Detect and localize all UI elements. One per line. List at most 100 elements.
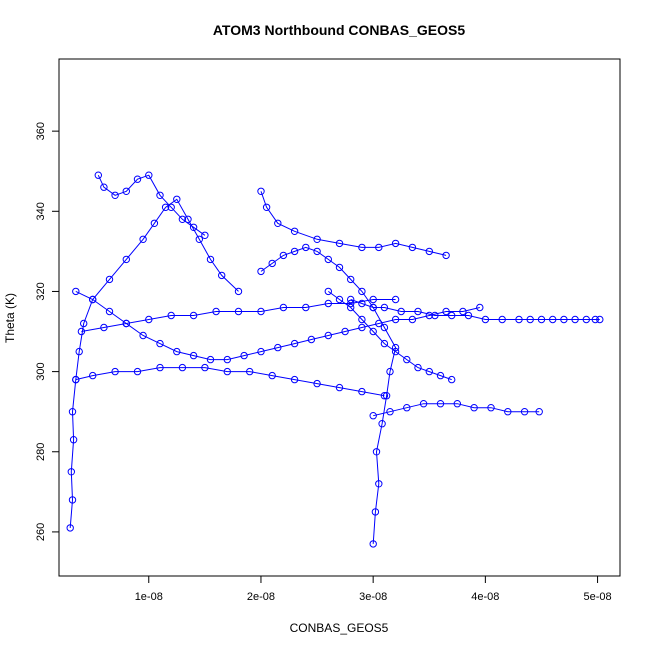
data-point — [358, 243, 366, 252]
series-5 — [94, 171, 209, 240]
data-point — [448, 311, 456, 320]
data-point — [397, 307, 405, 316]
series-line — [75, 367, 385, 397]
data-point — [66, 524, 74, 532]
data-point — [234, 307, 243, 316]
x-tick-label: 1e-08 — [135, 591, 163, 603]
data-point — [591, 315, 599, 324]
plot-frame — [58, 58, 621, 577]
data-point — [111, 191, 119, 200]
data-point — [133, 175, 142, 183]
data-point — [139, 235, 147, 244]
data-point — [201, 363, 209, 372]
series-line — [75, 290, 480, 361]
data-point — [560, 315, 568, 324]
data-point — [257, 307, 265, 316]
data-point — [122, 187, 131, 196]
data-point — [347, 303, 355, 312]
data-point — [419, 400, 428, 408]
x-tick-label: 4e-08 — [471, 591, 499, 603]
data-point — [358, 315, 366, 324]
data-point — [274, 219, 282, 228]
data-point — [526, 315, 534, 324]
x-tick-label: 5e-08 — [583, 591, 611, 603]
data-point — [369, 327, 377, 336]
data-point — [274, 343, 282, 352]
data-point — [201, 231, 209, 240]
data-point — [436, 371, 445, 380]
data-point — [375, 243, 383, 252]
data-point — [173, 347, 181, 356]
data-point — [262, 203, 271, 212]
series-1 — [257, 243, 400, 548]
data-point — [72, 287, 80, 296]
data-point — [448, 375, 456, 384]
series-0 — [66, 195, 243, 532]
data-point — [324, 331, 332, 340]
data-point — [425, 247, 433, 256]
data-point — [69, 436, 78, 444]
data-point — [133, 367, 142, 376]
data-point — [504, 408, 512, 416]
data-point — [442, 307, 450, 316]
data-point — [313, 247, 321, 256]
y-tick-label: 340 — [35, 202, 47, 220]
data-point — [290, 375, 299, 384]
data-point — [100, 183, 108, 191]
data-point — [324, 287, 332, 296]
series-line — [373, 403, 540, 417]
data-point — [206, 355, 215, 364]
data-point — [156, 191, 164, 200]
data-point — [391, 295, 400, 304]
data-point — [89, 371, 97, 380]
data-point — [156, 339, 164, 348]
data-point — [535, 408, 543, 416]
data-point — [358, 323, 366, 332]
data-point — [161, 203, 170, 212]
data-point — [313, 379, 321, 388]
data-point — [453, 400, 461, 408]
data-point — [537, 315, 546, 324]
data-point — [206, 255, 215, 264]
data-point — [470, 404, 478, 412]
data-point — [139, 331, 147, 340]
data-point — [89, 295, 97, 304]
y-axis-label: Theta (K) — [3, 293, 17, 343]
data-point — [268, 371, 276, 380]
data-point — [150, 219, 159, 228]
data-point — [279, 303, 288, 312]
data-point — [189, 223, 198, 232]
data-point — [246, 367, 254, 376]
data-point — [68, 408, 77, 416]
series-7 — [77, 295, 400, 336]
data-point — [347, 275, 355, 284]
data-point — [290, 339, 299, 348]
data-point — [403, 404, 411, 412]
data-point — [68, 496, 77, 504]
data-point — [347, 295, 355, 304]
data-point — [380, 323, 389, 332]
x-tick-label: 3e-08 — [359, 591, 387, 603]
data-point — [80, 319, 88, 328]
data-point — [195, 235, 204, 244]
series-line — [260, 191, 447, 256]
data-point — [358, 287, 366, 296]
data-point — [122, 255, 131, 264]
data-point — [386, 408, 394, 416]
data-point — [358, 387, 366, 396]
data-point — [341, 327, 349, 336]
data-point — [100, 323, 108, 332]
data-point — [234, 287, 243, 296]
data-point — [571, 315, 579, 324]
data-point — [464, 311, 473, 320]
data-point — [290, 227, 299, 236]
data-point — [111, 367, 119, 376]
data-point — [178, 215, 187, 224]
y-tick-label: 320 — [35, 282, 47, 300]
data-point — [240, 351, 248, 360]
data-point — [302, 243, 310, 252]
data-point — [515, 315, 523, 324]
series-9 — [324, 287, 456, 384]
data-point — [189, 351, 198, 360]
